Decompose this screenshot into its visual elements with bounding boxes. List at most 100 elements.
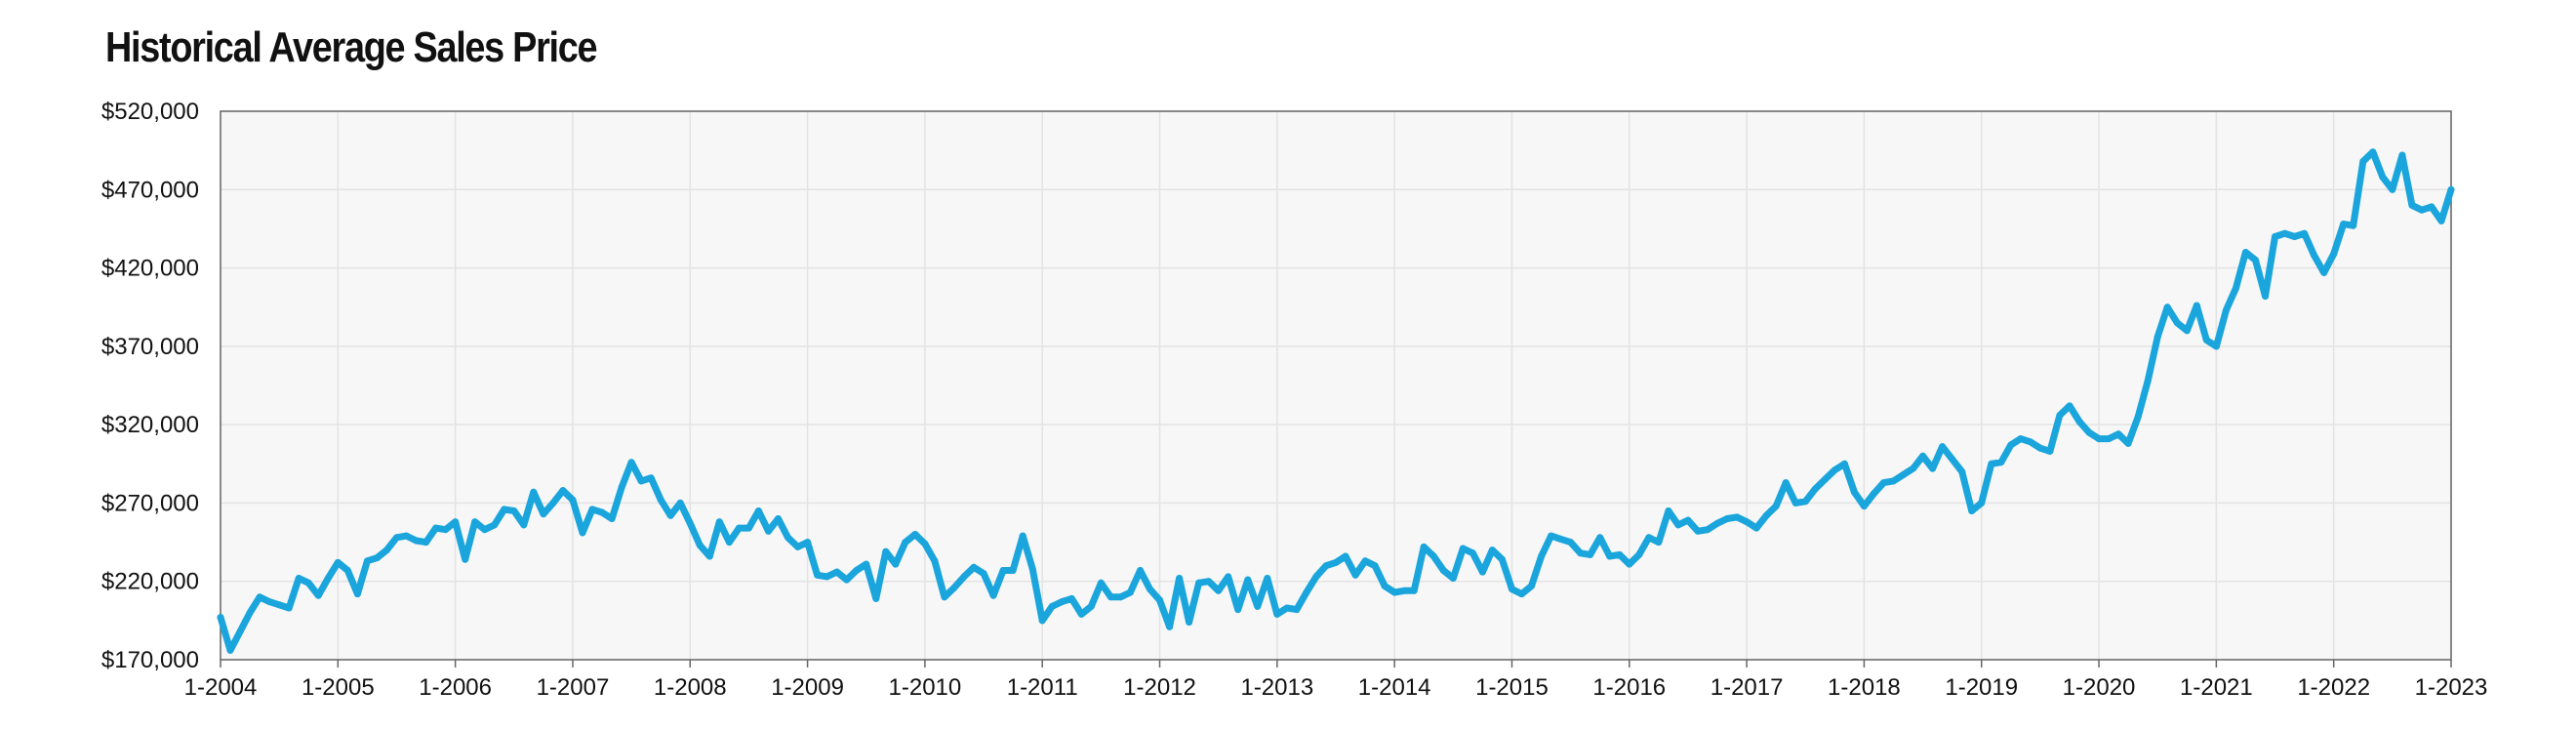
data-point xyxy=(1312,573,1320,581)
data-point xyxy=(882,547,890,555)
data-point xyxy=(2212,343,2220,350)
data-point xyxy=(373,554,381,562)
data-point xyxy=(1821,475,1829,483)
data-point xyxy=(1939,443,1947,451)
data-point xyxy=(1635,550,1643,558)
data-point xyxy=(931,557,939,565)
data-point xyxy=(824,573,831,581)
data-point xyxy=(1097,579,1105,587)
data-point xyxy=(696,542,704,549)
data-point xyxy=(549,499,557,506)
data-point xyxy=(452,518,460,526)
data-point xyxy=(2241,249,2249,256)
data-point xyxy=(1342,552,1349,560)
data-point xyxy=(442,526,450,534)
data-point xyxy=(2066,402,2073,410)
data-point xyxy=(2085,428,2093,436)
data-point xyxy=(403,532,410,540)
data-point xyxy=(2359,157,2367,165)
data-point xyxy=(2350,222,2357,229)
data-point xyxy=(2320,268,2328,276)
data-point xyxy=(2036,444,2044,452)
data-point xyxy=(1283,604,1291,612)
data-point xyxy=(1273,610,1281,618)
x-tick-label: 1-2016 xyxy=(1592,674,1666,701)
data-point xyxy=(1997,459,2005,466)
data-point xyxy=(2232,284,2239,292)
data-point xyxy=(705,552,713,560)
x-tick-label: 1-2018 xyxy=(1828,674,1901,701)
data-point xyxy=(2447,185,2455,193)
data-point xyxy=(1919,452,1927,460)
data-point xyxy=(1166,623,1174,630)
data-point xyxy=(1234,606,1242,614)
x-tick-label: 1-2015 xyxy=(1475,674,1549,701)
x-tick-label: 1-2022 xyxy=(2297,674,2370,701)
data-point xyxy=(481,526,489,534)
data-point xyxy=(1958,467,1966,475)
data-point xyxy=(236,628,244,635)
data-point xyxy=(627,459,635,466)
data-point xyxy=(754,507,762,514)
data-point xyxy=(892,560,900,568)
data-point xyxy=(1410,587,1418,594)
data-point xyxy=(902,539,909,547)
data-point xyxy=(1469,549,1476,557)
data-point xyxy=(1606,552,1614,560)
data-point xyxy=(804,539,812,547)
data-point xyxy=(2193,302,2200,309)
data-point xyxy=(1704,526,1711,534)
data-point xyxy=(2379,173,2387,181)
chart-title: Historical Average Sales Price xyxy=(105,23,598,71)
data-point xyxy=(1176,575,1184,582)
data-point xyxy=(1077,610,1085,618)
data-point xyxy=(1587,550,1594,558)
data-point xyxy=(1850,488,1858,496)
data-point xyxy=(1616,550,1624,558)
data-point xyxy=(2144,377,2152,385)
data-point xyxy=(2281,229,2289,237)
x-tick-label: 1-2020 xyxy=(2063,674,2136,701)
data-point xyxy=(559,487,567,495)
data-point xyxy=(1900,471,1907,478)
data-point xyxy=(256,593,263,601)
data-point xyxy=(520,521,528,529)
data-point xyxy=(1929,465,1937,472)
data-point xyxy=(413,537,420,545)
data-point xyxy=(491,521,499,529)
data-point xyxy=(1978,499,1986,506)
data-point xyxy=(1626,560,1633,568)
data-point xyxy=(1028,565,1036,573)
data-point xyxy=(353,590,361,598)
plot-border xyxy=(220,110,2452,661)
data-point xyxy=(2369,148,2377,156)
x-tick-label: 1-2011 xyxy=(1007,674,1078,701)
x-tick-label: 1-2010 xyxy=(889,674,962,701)
data-point xyxy=(999,567,1007,574)
data-point xyxy=(1205,578,1213,586)
data-point xyxy=(579,529,586,537)
data-point xyxy=(1371,562,1379,570)
data-point xyxy=(1322,562,1330,570)
data-point xyxy=(334,558,342,566)
data-point xyxy=(1674,521,1682,529)
data-point xyxy=(1009,567,1017,574)
data-point xyxy=(2056,412,2064,419)
data-point xyxy=(1244,576,1252,584)
data-point xyxy=(2428,203,2435,211)
data-point xyxy=(1713,519,1721,527)
data-point xyxy=(2389,185,2396,193)
data-point xyxy=(814,571,822,579)
data-point xyxy=(1684,516,1692,524)
y-tick-label: $520,000 xyxy=(101,99,199,125)
data-point xyxy=(1400,587,1408,594)
data-point xyxy=(970,563,978,571)
data-point xyxy=(1567,539,1575,547)
x-tick-label: 1-2019 xyxy=(1945,674,2018,701)
x-tick-label: 1-2009 xyxy=(771,674,844,701)
data-point xyxy=(1645,534,1653,542)
data-point xyxy=(217,614,224,622)
data-point xyxy=(2202,336,2210,344)
data-point xyxy=(1880,479,1887,487)
